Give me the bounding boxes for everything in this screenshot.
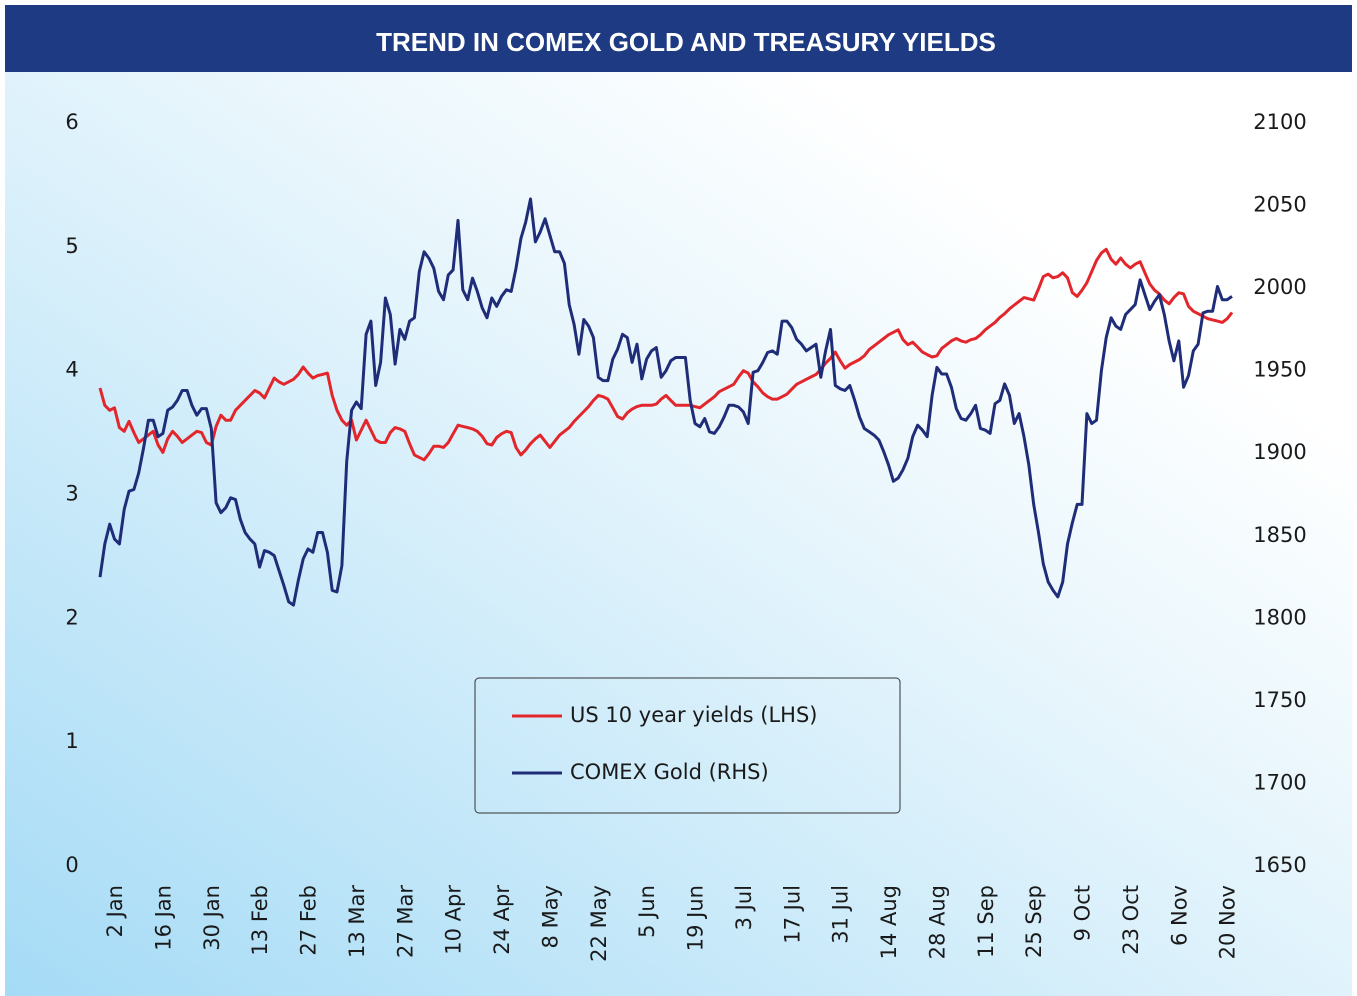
legend-label: COMEX Gold (RHS) [570, 760, 769, 784]
x-tick-label: 13 Mar [345, 885, 369, 958]
y2-tick-label: 1950 [1253, 358, 1306, 382]
x-tick-label: 30 Jan [200, 885, 224, 951]
y2-tick-label: 2050 [1253, 193, 1306, 217]
x-tick-label: 24 Apr [490, 885, 514, 955]
line-series [98, 247, 1234, 462]
legend-label: US 10 year yields (LHS) [570, 703, 817, 727]
y-tick-label: 3 [65, 482, 78, 506]
line-series [98, 197, 1233, 607]
x-tick-label: 27 Feb [297, 885, 321, 956]
x-tick-label: 20 Nov [1216, 885, 1240, 959]
y-tick-label: 4 [65, 358, 78, 382]
x-tick-label: 22 May [587, 885, 611, 962]
x-tick-label: 14 Aug [877, 885, 901, 959]
x-tick-label: 13 Feb [248, 885, 272, 956]
x-tick-label: 6 Nov [1167, 885, 1191, 946]
x-tick-label: 3 Jul [732, 885, 756, 930]
chart-title: TREND IN COMEX GOLD AND TREASURY YIELDS [376, 27, 996, 57]
x-tick-label: 2 Jan [103, 885, 127, 937]
x-tick-label: 19 Jun [684, 885, 708, 951]
legend: US 10 year yields (LHS) COMEX Gold (RHS) [512, 703, 817, 784]
x-tick-label: 23 Oct [1119, 885, 1143, 955]
y2-tick-label: 1700 [1253, 770, 1306, 794]
y-tick-label: 1 [65, 729, 78, 753]
y2-tick-label: 1900 [1253, 440, 1306, 464]
x-tick-label: 9 Oct [1071, 885, 1095, 941]
x-tick-label: 5 Jun [635, 885, 659, 938]
x-tick-label: 25 Sep [1022, 885, 1046, 958]
x-tick-label: 17 Jul [780, 885, 804, 944]
x-tick-label: 27 Mar [393, 885, 417, 958]
y2-tick-label: 1650 [1253, 853, 1306, 877]
y-tick-label: 2 [65, 605, 78, 629]
x-tick-label: 31 Jul [829, 885, 853, 944]
x-tick-label: 11 Sep [974, 885, 998, 958]
y-tick-label: 6 [65, 110, 78, 134]
x-tick-label: 10 Apr [442, 885, 466, 955]
y2-tick-label: 1850 [1253, 523, 1306, 547]
x-tick-label: 8 May [538, 885, 562, 948]
y2-tick-label: 1750 [1253, 688, 1306, 712]
title-bar [5, 5, 1352, 72]
x-tick-label: 16 Jan [151, 885, 175, 951]
legend-box [474, 677, 901, 814]
y-tick-label: 0 [65, 853, 78, 877]
y-tick-label: 5 [65, 234, 78, 258]
plot-background [5, 72, 1352, 996]
y2-tick-label: 2000 [1253, 275, 1306, 299]
y2-tick-label: 2100 [1253, 110, 1306, 134]
y2-tick-label: 1800 [1253, 605, 1306, 629]
x-tick-label: 28 Aug [925, 885, 949, 959]
